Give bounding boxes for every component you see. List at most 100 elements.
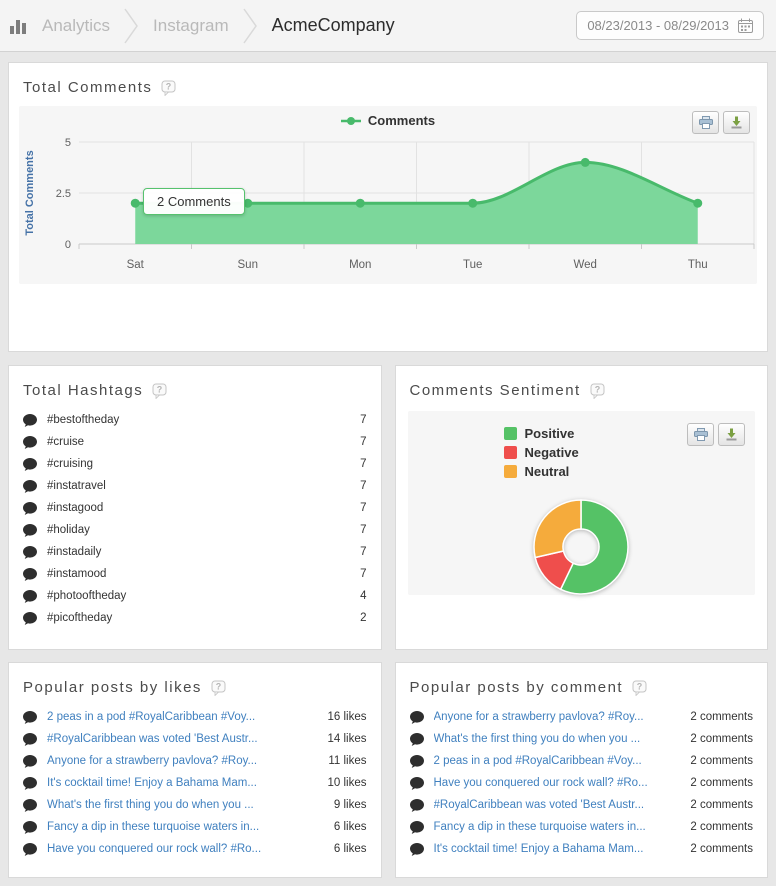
post-link[interactable]: Have you conquered our rock wall? #Ro... [47,843,262,855]
help-icon[interactable]: ? [161,80,177,96]
post-row: What's the first thing you do when you .… [23,794,367,816]
post-link[interactable]: #RoyalCaribbean was voted 'Best Austr... [433,799,645,811]
popular-comments-title: Popular posts by comment [409,679,624,696]
speech-bubble-icon [23,545,37,559]
hashtag-label: #instamood [47,568,107,580]
likes-count: 11 likes [328,755,367,767]
comments-count: 2 comments [690,777,753,789]
chart-tooltip: 2 Comments [143,188,245,215]
speech-bubble-icon [23,820,37,834]
sentiment-legend-item[interactable]: Negative [503,443,579,462]
hashtag-label: #holiday [47,524,90,536]
hashtag-row: #photooftheday 4 [23,585,367,607]
sentiment-legend-item[interactable]: Positive [503,424,579,443]
hashtag-label: #bestoftheday [47,414,120,426]
breadcrumb-analytics[interactable]: Analytics [42,15,111,35]
total-comments-title: Total Comments [23,79,153,96]
download-chart-button[interactable] [723,111,750,134]
svg-text:?: ? [216,681,222,691]
comments-chart-panel: Comments 0 2.5 5 Total Comments Sat Sun Mon Tue… [19,106,757,284]
sentiment-donut-chart[interactable] [519,485,643,609]
speech-bubble-icon [23,589,37,603]
post-row: What's the first thing you do when you .… [409,728,753,750]
post-link[interactable]: Have you conquered our rock wall? #Ro... [433,777,648,789]
post-link[interactable]: It's cocktail time! Enjoy a Bahama Mam..… [433,843,644,855]
speech-bubble-icon [23,611,37,625]
printer-icon [698,116,713,129]
download-chart-button[interactable] [718,423,745,446]
post-link[interactable]: What's the first thing you do when you .… [433,733,641,745]
speech-bubble-icon [23,842,37,856]
total-comments-card: Total Comments ? Comments 0 2.5 5 Total Com… [8,62,768,352]
post-link[interactable]: 2 peas in a pod #RoyalCaribbean #Voy... [47,711,256,723]
svg-text:Sun: Sun [238,259,258,271]
speech-bubble-icon [23,754,37,768]
legend-swatch-icon [503,465,517,478]
post-link[interactable]: 2 peas in a pod #RoyalCaribbean #Voy... [433,755,642,767]
speech-bubble-icon [409,820,424,834]
likes-count: 6 likes [333,821,367,833]
speech-bubble-icon [23,798,37,812]
popular-posts-likes-card: Popular posts by likes ? 2 peas in a pod… [8,662,382,878]
svg-text:Mon: Mon [349,259,371,271]
comments-count: 2 comments [690,755,753,767]
date-range-picker[interactable]: 08/23/2013 - 08/29/2013 [576,11,764,40]
speech-bubble-icon [409,798,424,812]
help-icon[interactable]: ? [152,383,168,399]
hashtag-label: #cruising [47,458,94,470]
help-icon[interactable]: ? [632,680,648,696]
post-link[interactable]: It's cocktail time! Enjoy a Bahama Mam..… [47,777,257,789]
breadcrumb-instagram[interactable]: Instagram [153,15,229,35]
hashtag-label: #cruise [47,436,85,448]
comments-area-chart[interactable]: 0 2.5 5 Total Comments Sat Sun Mon Tue Wed Thu 2 … [19,132,757,282]
svg-text:0: 0 [65,239,71,251]
print-chart-button[interactable] [692,111,719,134]
speech-bubble-icon [409,842,424,856]
help-icon[interactable]: ? [211,680,227,696]
analytics-bars-icon [10,18,28,34]
help-icon[interactable]: ? [590,383,606,399]
svg-text:Thu: Thu [688,259,708,271]
speech-bubble-icon [409,710,424,724]
post-link[interactable]: Fancy a dip in these turquoise waters in… [433,821,646,833]
speech-bubble-icon [23,435,37,449]
comments-count: 2 comments [690,799,753,811]
likes-count: 6 likes [333,843,367,855]
legend-item-comments[interactable]: Comments [340,110,436,132]
post-link[interactable]: #RoyalCaribbean was voted 'Best Austr... [47,733,258,745]
post-row: Anyone for a strawberry pavlova? #Roy...… [409,706,753,728]
print-chart-button[interactable] [687,423,714,446]
post-row: Anyone for a strawberry pavlova? #Roy...… [23,750,367,772]
comments-sentiment-card: Comments Sentiment ? Positive [394,365,768,650]
calendar-icon [738,18,753,33]
date-range-label: 08/23/2013 - 08/29/2013 [587,18,729,33]
svg-text:?: ? [166,81,172,91]
likes-count: 10 likes [327,777,367,789]
speech-bubble-icon [23,710,37,724]
post-row: It's cocktail time! Enjoy a Bahama Mam..… [409,838,753,860]
download-icon [731,116,742,129]
legend-label: Negative [524,445,579,460]
post-row: 2 peas in a pod #RoyalCaribbean #Voy... … [409,750,753,772]
post-row: 2 peas in a pod #RoyalCaribbean #Voy... … [23,706,367,728]
post-link[interactable]: Anyone for a strawberry pavlova? #Roy... [47,755,258,767]
comments-sentiment-title: Comments Sentiment [409,382,581,399]
svg-text:Wed: Wed [574,259,597,271]
post-link[interactable]: What's the first thing you do when you .… [47,799,254,811]
popular-likes-list: 2 peas in a pod #RoyalCaribbean #Voy... … [9,706,381,860]
popular-likes-title: Popular posts by likes [23,679,202,696]
hashtag-count: 7 [360,524,367,536]
likes-count: 9 likes [333,799,367,811]
legend-label: Comments [367,113,436,128]
breadcrumb-account: AcmeCompany [271,15,395,35]
hashtag-label: #photooftheday [47,590,127,602]
popular-comments-list: Anyone for a strawberry pavlova? #Roy...… [396,706,768,860]
sentiment-legend-item[interactable]: Neutral [503,462,579,481]
legend-marker-icon [340,117,361,125]
post-link[interactable]: Fancy a dip in these turquoise waters in… [47,821,260,833]
legend-swatch-icon [503,446,517,459]
hashtag-label: #instatravel [47,480,106,492]
svg-text:5: 5 [65,137,71,149]
post-link[interactable]: Anyone for a strawberry pavlova? #Roy... [433,711,644,723]
comments-count: 2 comments [690,711,753,723]
